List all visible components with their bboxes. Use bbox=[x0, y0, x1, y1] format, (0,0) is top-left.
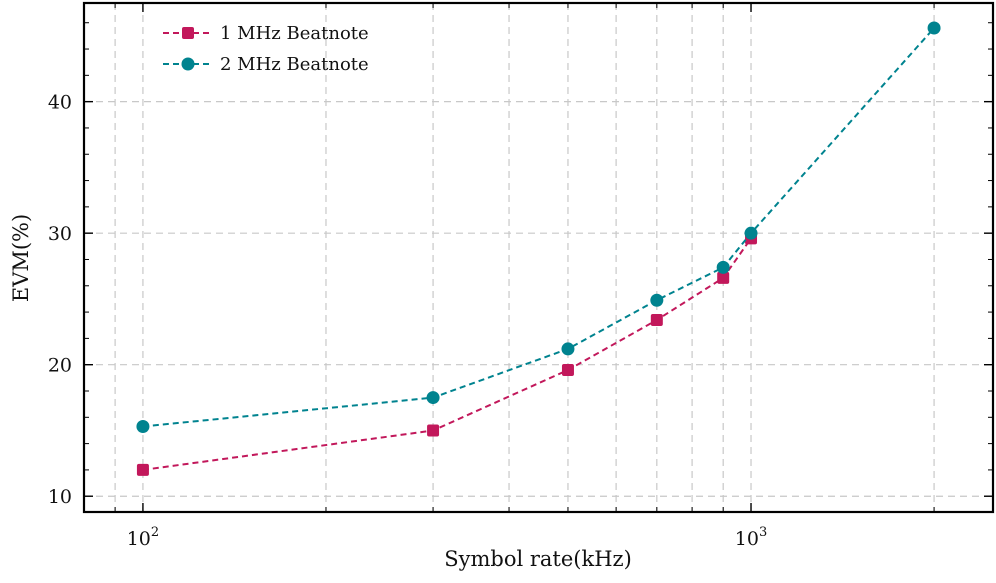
x-tick-label: 103 bbox=[735, 525, 767, 550]
x-tick-label: 102 bbox=[127, 525, 159, 550]
grid bbox=[83, 3, 993, 512]
data-point bbox=[561, 342, 575, 356]
data-point bbox=[426, 391, 440, 405]
legend-entry: 1 MHz Beatnote bbox=[220, 23, 369, 44]
data-point bbox=[136, 463, 149, 476]
legend: 1 MHz Beatnote 2 MHz Beatnote bbox=[163, 23, 369, 75]
plot-area bbox=[136, 21, 941, 476]
plot-frame bbox=[82, 1, 995, 514]
y-tick-label: 10 bbox=[48, 486, 72, 508]
data-point bbox=[561, 363, 574, 376]
data-point bbox=[717, 271, 730, 284]
x-axis-label: Symbol rate(kHz) bbox=[444, 547, 632, 571]
data-point bbox=[744, 226, 758, 240]
y-tick-label: 30 bbox=[48, 223, 72, 245]
y-tick-label: 40 bbox=[48, 92, 72, 114]
y-tick-label: 20 bbox=[48, 355, 72, 377]
data-point bbox=[650, 313, 663, 326]
series-line-1 bbox=[142, 237, 752, 471]
legend-marker bbox=[182, 27, 194, 39]
y-axis-label: EVM(%) bbox=[9, 214, 33, 302]
data-point bbox=[716, 260, 730, 274]
legend-entry: 2 MHz Beatnote bbox=[220, 54, 369, 75]
data-point bbox=[427, 424, 440, 437]
legend-marker bbox=[181, 57, 195, 71]
data-point bbox=[927, 21, 941, 35]
data-point bbox=[136, 420, 150, 434]
series-line-2 bbox=[142, 27, 935, 428]
data-point bbox=[650, 293, 664, 307]
axis-ticks: 102 103 10 20 30 40 bbox=[48, 3, 993, 550]
